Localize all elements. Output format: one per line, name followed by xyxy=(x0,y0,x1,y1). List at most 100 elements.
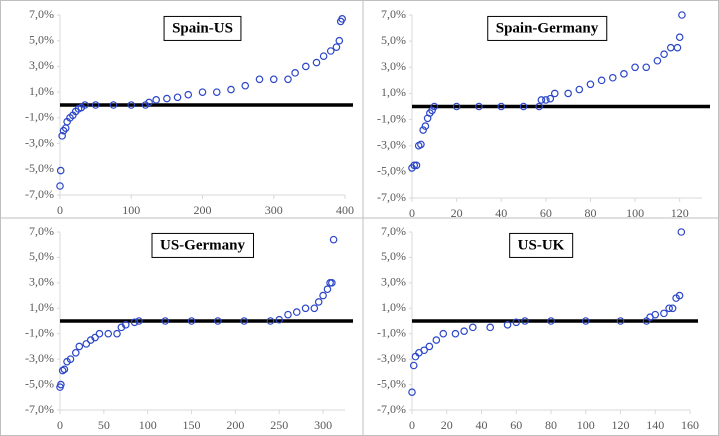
y-tick-label: 7,0% xyxy=(381,7,406,21)
point xyxy=(631,63,639,72)
point xyxy=(57,380,65,389)
x-tick-label: 200 xyxy=(226,418,244,432)
y-tick-label: -1,0% xyxy=(377,111,406,125)
point xyxy=(60,365,69,374)
point xyxy=(666,43,675,52)
point xyxy=(173,93,182,102)
x-tick-label: 80 xyxy=(545,418,557,432)
point xyxy=(266,317,275,325)
point xyxy=(673,43,682,52)
point xyxy=(113,329,121,338)
point xyxy=(310,304,319,313)
point xyxy=(275,315,284,324)
point xyxy=(326,47,335,55)
point xyxy=(537,96,546,104)
point xyxy=(284,310,292,319)
y-tick-label: -3,0% xyxy=(25,351,54,365)
title-box xyxy=(509,232,574,258)
point xyxy=(421,122,430,130)
point xyxy=(56,182,64,190)
point xyxy=(328,279,336,287)
point xyxy=(161,317,170,325)
x-tick-label: 20 xyxy=(441,418,453,432)
point xyxy=(420,346,428,355)
point xyxy=(292,308,301,316)
point xyxy=(660,50,668,59)
y-tick-label: 3,0% xyxy=(381,59,406,73)
title-box xyxy=(163,15,242,41)
y-tick-label: -5,0% xyxy=(377,376,406,390)
point xyxy=(152,96,160,104)
x-tick-label: 100 xyxy=(139,418,157,432)
y-tick-label: -1,0% xyxy=(25,110,54,124)
y-tick-label: -5,0% xyxy=(377,164,406,178)
y-tick-label: 1,0% xyxy=(381,300,406,314)
point xyxy=(581,317,590,325)
point xyxy=(302,62,310,71)
point xyxy=(410,161,419,170)
point xyxy=(198,88,207,96)
chart-title: US-Germany xyxy=(160,237,245,253)
point xyxy=(255,75,264,84)
chart-title: Spain-Germany xyxy=(496,20,599,36)
y-tick-label: -3,0% xyxy=(377,351,406,365)
x-tick-label: 250 xyxy=(270,418,288,432)
title-box xyxy=(487,15,608,41)
point xyxy=(135,317,143,325)
point xyxy=(653,56,662,65)
point xyxy=(58,132,66,140)
y-tick-label: 3,0% xyxy=(381,275,406,289)
y-tick-label: 1,0% xyxy=(381,85,406,99)
point xyxy=(651,310,660,319)
x-tick-label: 80 xyxy=(584,206,596,220)
point xyxy=(616,317,625,325)
point xyxy=(104,329,113,338)
y-tick-label: -5,0% xyxy=(25,161,54,175)
y-tick-label: 5,0% xyxy=(381,249,406,263)
point xyxy=(519,102,528,111)
point xyxy=(214,317,222,325)
point xyxy=(417,140,425,149)
point xyxy=(546,94,555,103)
x-tick-label: 300 xyxy=(265,203,283,217)
point xyxy=(335,36,344,45)
point xyxy=(212,88,221,96)
point xyxy=(408,388,416,397)
x-tick-label: 120 xyxy=(612,418,630,432)
point xyxy=(329,235,338,244)
point xyxy=(91,101,100,109)
point xyxy=(451,329,460,338)
y-tick-label: 5,0% xyxy=(29,249,54,263)
point xyxy=(145,98,153,107)
point xyxy=(121,321,130,329)
x-tick-label: 140 xyxy=(646,418,664,432)
point xyxy=(130,318,139,327)
point xyxy=(542,96,550,104)
point xyxy=(675,33,684,42)
point xyxy=(460,327,468,335)
point xyxy=(547,317,555,325)
y-tick-label: -7,0% xyxy=(25,187,54,201)
point xyxy=(184,90,193,99)
point xyxy=(439,329,448,338)
point xyxy=(677,228,686,236)
point xyxy=(412,161,421,170)
point xyxy=(575,85,584,94)
y-tick-label: -3,0% xyxy=(25,135,54,149)
x-tick-label: 200 xyxy=(194,203,212,217)
y-tick-label: -1,0% xyxy=(25,325,54,339)
x-tick-label: 20 xyxy=(451,206,463,220)
point xyxy=(503,321,512,329)
point xyxy=(642,63,651,72)
x-tick-label: 100 xyxy=(577,418,595,432)
point xyxy=(597,76,606,85)
x-tick-label: 60 xyxy=(540,206,552,220)
point xyxy=(82,340,91,348)
point xyxy=(535,102,543,111)
point xyxy=(338,15,346,23)
point xyxy=(66,355,75,363)
point xyxy=(428,106,436,115)
title-box xyxy=(151,232,254,258)
y-tick-label: 7,0% xyxy=(29,224,54,238)
x-tick-label: 100 xyxy=(626,206,644,220)
